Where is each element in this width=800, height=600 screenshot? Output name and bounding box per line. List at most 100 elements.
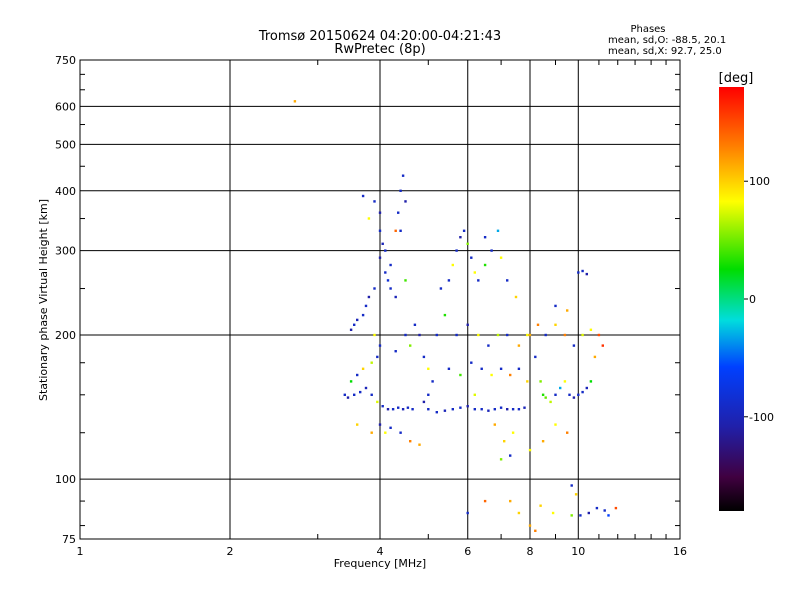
data-point bbox=[473, 271, 476, 274]
data-point bbox=[459, 236, 462, 239]
data-point bbox=[422, 355, 426, 359]
data-point bbox=[490, 249, 493, 252]
colorbar-tick-label: 0 bbox=[749, 293, 756, 306]
data-point bbox=[563, 333, 567, 337]
data-point bbox=[373, 333, 376, 337]
y-tick-label: 200 bbox=[55, 329, 76, 342]
data-point bbox=[568, 393, 571, 396]
data-point bbox=[406, 406, 410, 409]
data-point bbox=[554, 423, 557, 426]
data-point bbox=[459, 373, 462, 377]
data-point bbox=[541, 393, 545, 396]
plot-frame bbox=[79, 59, 681, 540]
colorbar bbox=[719, 87, 744, 511]
data-point bbox=[566, 431, 569, 434]
data-point bbox=[466, 405, 469, 408]
stats-line-o: mean, sd,O: -88.5, 20.1 bbox=[608, 35, 726, 46]
data-point bbox=[399, 431, 402, 434]
data-point bbox=[293, 100, 297, 103]
data-point bbox=[427, 367, 430, 370]
y-tick-labels: 75 100 200 300 400 500 600 750 bbox=[55, 54, 76, 546]
y-tick-label: 75 bbox=[62, 533, 76, 546]
data-point bbox=[439, 287, 443, 290]
data-point bbox=[528, 448, 532, 452]
data-point bbox=[356, 318, 359, 322]
data-point bbox=[447, 279, 451, 282]
data-point bbox=[346, 396, 350, 399]
data-point bbox=[570, 484, 573, 487]
x-tick-label: 10 bbox=[571, 545, 585, 558]
data-point bbox=[343, 393, 346, 396]
data-point bbox=[447, 367, 451, 370]
data-point bbox=[579, 514, 582, 517]
data-point bbox=[391, 408, 395, 411]
data-point bbox=[577, 393, 580, 396]
data-point bbox=[361, 313, 365, 317]
stats-heading: Phases bbox=[630, 24, 665, 35]
data-points bbox=[293, 100, 618, 532]
data-point bbox=[386, 408, 390, 411]
y-tick-label: 500 bbox=[55, 138, 76, 151]
data-point bbox=[418, 443, 421, 446]
data-point bbox=[386, 279, 390, 282]
y-tick-label: 400 bbox=[55, 185, 76, 198]
data-point bbox=[506, 333, 509, 337]
data-point bbox=[593, 355, 597, 359]
data-point bbox=[589, 380, 593, 383]
data-point bbox=[577, 271, 580, 274]
data-point bbox=[509, 454, 512, 457]
chart-title: Tromsø 20150624 04:20:00-04:21:43 bbox=[258, 29, 501, 44]
data-point bbox=[574, 493, 578, 496]
data-point bbox=[427, 393, 430, 396]
x-tick-label: 16 bbox=[673, 545, 687, 558]
data-point bbox=[559, 386, 562, 390]
data-point bbox=[566, 309, 569, 312]
data-point bbox=[376, 400, 379, 404]
data-point bbox=[399, 229, 402, 232]
data-point bbox=[539, 504, 542, 507]
data-point bbox=[581, 333, 584, 337]
data-point bbox=[483, 236, 487, 239]
data-point bbox=[376, 355, 379, 359]
data-point bbox=[384, 249, 387, 252]
data-point bbox=[411, 408, 414, 411]
data-point bbox=[373, 200, 376, 203]
data-point bbox=[455, 249, 458, 252]
x-tick-label: 8 bbox=[527, 545, 534, 558]
data-point bbox=[422, 400, 426, 404]
data-point bbox=[427, 408, 430, 411]
data-point bbox=[496, 229, 500, 232]
data-point bbox=[523, 406, 526, 409]
data-point bbox=[499, 406, 503, 409]
colorbar-tick-label: -100 bbox=[749, 411, 774, 424]
data-point bbox=[378, 256, 382, 259]
data-point bbox=[509, 373, 512, 377]
colorbar-tick-label: 100 bbox=[749, 175, 770, 188]
data-point bbox=[367, 295, 371, 299]
data-point bbox=[397, 406, 400, 409]
data-point bbox=[418, 333, 421, 337]
data-point bbox=[514, 295, 518, 299]
data-point bbox=[397, 211, 400, 214]
data-point bbox=[353, 323, 356, 326]
data-point bbox=[394, 295, 397, 299]
data-point bbox=[541, 440, 545, 443]
data-point bbox=[499, 256, 503, 259]
data-point bbox=[466, 323, 469, 326]
data-point bbox=[572, 344, 576, 347]
y-tick-label: 300 bbox=[55, 245, 76, 258]
y-tick-label: 750 bbox=[55, 54, 76, 67]
data-point bbox=[356, 423, 359, 426]
data-point bbox=[581, 269, 584, 273]
data-point bbox=[597, 333, 601, 337]
data-point bbox=[581, 390, 584, 394]
data-point bbox=[451, 408, 454, 411]
data-point bbox=[585, 272, 588, 276]
data-point bbox=[585, 386, 588, 390]
data-point bbox=[470, 361, 473, 364]
data-point bbox=[381, 405, 384, 408]
data-point bbox=[394, 350, 397, 353]
data-point bbox=[361, 194, 365, 198]
y-tick-label: 600 bbox=[55, 100, 76, 113]
